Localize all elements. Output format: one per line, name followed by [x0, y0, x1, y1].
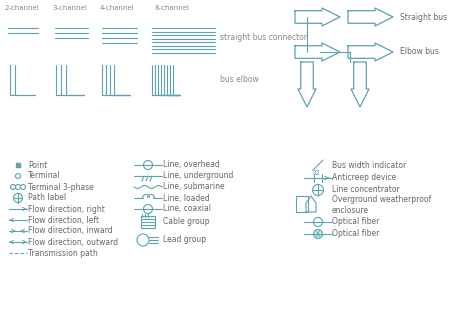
- Text: Optical fiber: Optical fiber: [332, 230, 379, 239]
- Text: Anticreep device: Anticreep device: [332, 173, 396, 183]
- Text: Terminal: Terminal: [28, 171, 61, 180]
- Circle shape: [137, 234, 149, 246]
- Circle shape: [144, 205, 153, 214]
- Text: Flow direction, right: Flow direction, right: [28, 205, 105, 214]
- Circle shape: [313, 230, 322, 239]
- Text: Point: Point: [28, 160, 47, 170]
- Text: 4-channel: 4-channel: [100, 5, 134, 11]
- Text: Bus width indicator: Bus width indicator: [332, 160, 406, 170]
- Text: Path label: Path label: [28, 193, 66, 202]
- Text: Flow direction, inward: Flow direction, inward: [28, 226, 113, 235]
- Text: Cable group: Cable group: [163, 218, 210, 226]
- Text: Line, loaded: Line, loaded: [163, 193, 210, 202]
- Text: Lead group: Lead group: [163, 235, 206, 244]
- Text: Overground weatherproof
enclosure: Overground weatherproof enclosure: [332, 195, 431, 215]
- Bar: [296, 196, 308, 212]
- Text: 32: 32: [311, 170, 320, 176]
- Text: straight bus connector: straight bus connector: [220, 33, 307, 43]
- Text: 2-channel: 2-channel: [5, 5, 39, 11]
- Text: Line, underground: Line, underground: [163, 171, 233, 180]
- Text: Flow direction, left: Flow direction, left: [28, 215, 99, 225]
- Text: 8-channel: 8-channel: [155, 5, 190, 11]
- Text: Terminal 3-phase: Terminal 3-phase: [28, 183, 94, 192]
- Text: Straight bus: Straight bus: [400, 12, 447, 22]
- Bar: [141, 216, 155, 228]
- Text: Transmission path: Transmission path: [28, 248, 98, 257]
- Text: Optical fiber: Optical fiber: [332, 218, 379, 226]
- Text: Elbow bus: Elbow bus: [400, 48, 439, 57]
- Text: 3-channel: 3-channel: [53, 5, 87, 11]
- Circle shape: [144, 160, 153, 170]
- Text: Line concentrator: Line concentrator: [332, 185, 400, 194]
- Text: Line, overhead: Line, overhead: [163, 160, 220, 170]
- Text: Flow direction, outward: Flow direction, outward: [28, 238, 118, 247]
- Circle shape: [313, 218, 322, 226]
- Text: bus elbow: bus elbow: [220, 75, 259, 84]
- Text: Line, submarine: Line, submarine: [163, 183, 225, 192]
- Circle shape: [312, 184, 323, 196]
- Text: Line, coaxial: Line, coaxial: [163, 205, 211, 214]
